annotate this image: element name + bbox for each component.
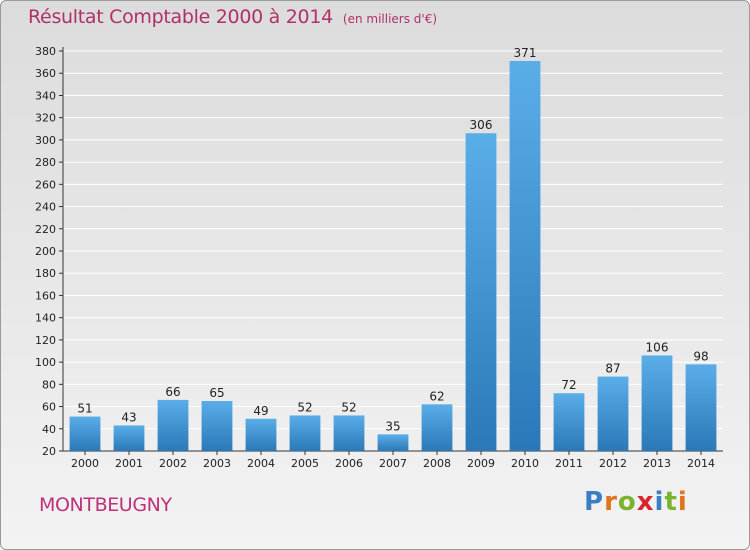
- x-tick-label-2014: 2014: [687, 457, 715, 470]
- x-tick-label-2000: 2000: [71, 457, 99, 470]
- value-label-2014: 98: [693, 349, 708, 363]
- y-tick-label: 220: [35, 223, 56, 236]
- value-label-2004: 49: [253, 404, 268, 418]
- bar-2007: [377, 434, 409, 451]
- chart-title: Résultat Comptable 2000 à 2014: [28, 6, 333, 28]
- x-tick-label-2011: 2011: [555, 457, 583, 470]
- value-label-2001: 43: [121, 410, 136, 424]
- chart-unit: (en milliers d'€): [342, 12, 438, 26]
- y-tick-label: 260: [35, 178, 56, 191]
- value-label-2010: 371: [514, 46, 537, 60]
- value-label-2012: 87: [605, 362, 620, 376]
- bars: [69, 61, 717, 451]
- value-label-2007: 35: [385, 419, 400, 433]
- y-tick-label: 200: [35, 245, 56, 258]
- x-tick-label-2010: 2010: [511, 457, 539, 470]
- chart-title-row: Résultat Comptable 2000 à 2014 (en millie…: [28, 6, 437, 28]
- y-tick-label: 20: [42, 445, 56, 458]
- x-tick-label-2009: 2009: [467, 457, 495, 470]
- y-tick-label: 160: [35, 289, 56, 302]
- x-tick-label-2012: 2012: [599, 457, 627, 470]
- x-tick-label-2004: 2004: [247, 457, 275, 470]
- y-tick-label: 340: [35, 89, 56, 102]
- value-label-2005: 52: [297, 400, 312, 414]
- bar-2012: [597, 376, 629, 451]
- y-tick-label: 40: [42, 423, 56, 436]
- value-label-2013: 106: [646, 340, 669, 354]
- y-tick-label: 300: [35, 134, 56, 147]
- y-tick-label: 180: [35, 267, 56, 280]
- y-tick-label: 240: [35, 201, 56, 214]
- bar-2010: [509, 61, 541, 451]
- y-tick-label: 360: [35, 67, 56, 80]
- y-tick-label: 80: [42, 378, 56, 391]
- x-tick-label-2008: 2008: [423, 457, 451, 470]
- value-label-2008: 62: [429, 389, 444, 403]
- proxiti-logo[interactable]: Proxiti: [584, 487, 688, 517]
- y-tick-label: 100: [35, 356, 56, 369]
- y-tick-label: 120: [35, 334, 56, 347]
- bar-2000: [69, 416, 101, 451]
- value-label-2000: 51: [77, 402, 92, 416]
- bar-2001: [113, 425, 145, 451]
- x-tick-label-2005: 2005: [291, 457, 319, 470]
- x-tick-label-2003: 2003: [203, 457, 231, 470]
- bar-2003: [201, 401, 233, 451]
- y-tick-label: 280: [35, 156, 56, 169]
- bar-2014: [685, 364, 717, 451]
- bar-2006: [333, 415, 365, 451]
- bar-2009: [465, 133, 497, 451]
- y-tick-label: 140: [35, 312, 56, 325]
- bar-2013: [641, 355, 673, 451]
- x-tick-label-2007: 2007: [379, 457, 407, 470]
- x-tick-label-2006: 2006: [335, 457, 363, 470]
- commune-name: MONTBEUGNY: [39, 494, 172, 516]
- value-labels: 51 43 66 65 49 52 52 35 62 306 371 72 87 106 98: [77, 46, 708, 433]
- bar-2011: [553, 393, 585, 451]
- bar-2008: [421, 404, 453, 451]
- value-label-2006: 52: [341, 400, 356, 414]
- value-label-2002: 66: [165, 385, 180, 399]
- x-tick-label-2013: 2013: [643, 457, 671, 470]
- bar-2002: [157, 399, 189, 451]
- y-tick-label: 320: [35, 112, 56, 125]
- bar-2004: [245, 418, 277, 451]
- x-tick-label-2001: 2001: [115, 457, 143, 470]
- value-label-2011: 72: [561, 378, 576, 392]
- bar-2005: [289, 415, 321, 451]
- value-label-2003: 65: [209, 386, 224, 400]
- y-tick-label: 380: [35, 45, 56, 58]
- x-tick-label-2002: 2002: [159, 457, 187, 470]
- y-tick-label: 60: [42, 401, 56, 414]
- value-label-2009: 306: [470, 118, 493, 132]
